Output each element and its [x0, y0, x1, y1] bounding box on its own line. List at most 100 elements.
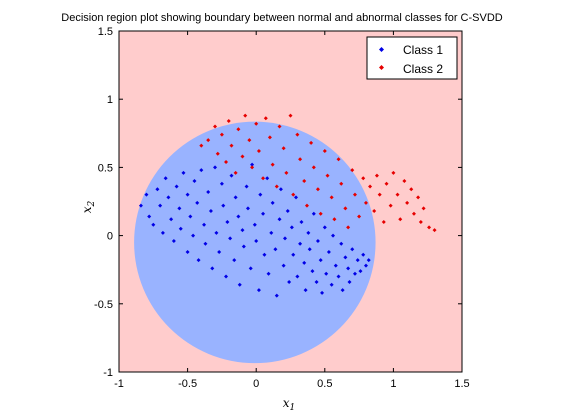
class-1-point: [147, 214, 152, 219]
class-1-point: [256, 288, 261, 293]
class-2-point: [322, 149, 327, 154]
class-2-point: [281, 146, 286, 151]
class-1-point: [250, 162, 255, 167]
class-2-point: [240, 154, 245, 159]
class-2-point: [229, 143, 234, 148]
class-1-point: [273, 247, 278, 252]
class-1-point: [320, 290, 325, 295]
class-1-point: [324, 271, 329, 276]
class-1-point: [333, 263, 338, 268]
class-1-point: [254, 239, 259, 244]
scatter-points: [138, 113, 437, 298]
class-2-point: [374, 173, 379, 178]
class-1-point: [318, 258, 323, 263]
class-1-point: [219, 181, 224, 186]
class-1-point: [244, 184, 249, 189]
class-1-point: [277, 217, 282, 222]
y-tick-label: 0: [107, 231, 113, 243]
class-1-point: [232, 258, 237, 263]
class-1-point: [352, 271, 357, 276]
class-1-point: [336, 274, 341, 279]
legend-box: [366, 36, 458, 80]
class-1-point: [269, 230, 274, 235]
x-tick-label: 1.5: [454, 378, 469, 390]
class-2-point: [298, 157, 303, 162]
class-1-point: [258, 192, 263, 197]
class-2-point: [261, 176, 266, 181]
class-2-point: [336, 157, 341, 162]
class-1-point: [229, 173, 234, 178]
class-2-point: [418, 219, 423, 224]
x-axis-label: x1: [283, 396, 296, 413]
class-2-point: [236, 127, 241, 132]
class-2-point: [363, 200, 368, 205]
class-2-point: [224, 159, 229, 164]
class-2-point: [398, 217, 403, 222]
class-1-point: [285, 209, 290, 214]
class-2-point: [318, 211, 323, 216]
class-2-point: [247, 138, 252, 143]
class-2-point: [372, 209, 377, 214]
class-1-point: [158, 203, 163, 208]
class-1-point: [295, 274, 300, 279]
class-1-point: [363, 263, 368, 268]
class-2-point: [288, 113, 293, 118]
class-2-point: [206, 138, 211, 143]
class-1-point: [298, 241, 303, 246]
class-2-point: [315, 187, 320, 192]
y-tick-label: 1.5: [98, 26, 113, 38]
class-1-point: [302, 260, 307, 265]
class-1-point: [138, 203, 143, 208]
normal-region: [134, 121, 376, 364]
class-2-point: [346, 225, 351, 230]
class-1-point: [347, 279, 352, 284]
y-tick-label: 1: [107, 94, 113, 106]
class-2-point: [295, 132, 300, 137]
class-2-point: [361, 176, 366, 181]
class-1-point: [185, 249, 190, 254]
class-2-point: [368, 184, 373, 189]
legend-label-class-2: Class 2: [403, 62, 443, 76]
class-2-point: [377, 192, 382, 197]
class-1-point: [206, 189, 211, 194]
class-2-point: [391, 170, 396, 175]
class-1-point: [202, 222, 207, 227]
class-1-point: [261, 211, 266, 216]
class-2-point: [416, 195, 421, 200]
class-1-point: [274, 293, 279, 298]
class-1-point: [245, 206, 250, 211]
class-1-point: [262, 252, 267, 257]
class-2-point: [343, 206, 348, 211]
class-1-point: [241, 244, 246, 249]
class-2-point: [213, 124, 218, 129]
chart-title: Decision region plot showing boundary be…: [61, 12, 503, 24]
y-tick-label: 0.5: [98, 162, 113, 174]
class-1-point: [291, 252, 296, 257]
class-1-point: [287, 279, 292, 284]
class-1-point: [346, 266, 351, 271]
class-2-point: [304, 203, 309, 208]
class-1-point: [339, 241, 344, 246]
class-1-point: [177, 206, 182, 211]
x-tick-label: 0.5: [317, 378, 332, 390]
class-1-point: [237, 282, 242, 287]
class-1-point: [210, 266, 215, 271]
class-2-point: [226, 119, 231, 124]
class-1-point: [208, 209, 213, 214]
class-2-point: [302, 179, 307, 184]
class-1-point: [265, 176, 270, 181]
class-2-point: [215, 151, 220, 156]
class-1-point: [322, 225, 327, 230]
class-2-point: [263, 116, 268, 121]
class-2-point: [291, 192, 296, 197]
class-1-point: [311, 211, 316, 216]
class-1-point: [203, 241, 208, 246]
class-2-point: [267, 135, 272, 140]
class-1-point: [188, 214, 193, 219]
class-2-point: [254, 121, 259, 126]
class-1-point: [307, 247, 312, 252]
class-1-point: [144, 192, 149, 197]
class-2-point: [332, 217, 337, 222]
class-1-point: [326, 249, 331, 254]
class-2-point: [350, 168, 355, 173]
